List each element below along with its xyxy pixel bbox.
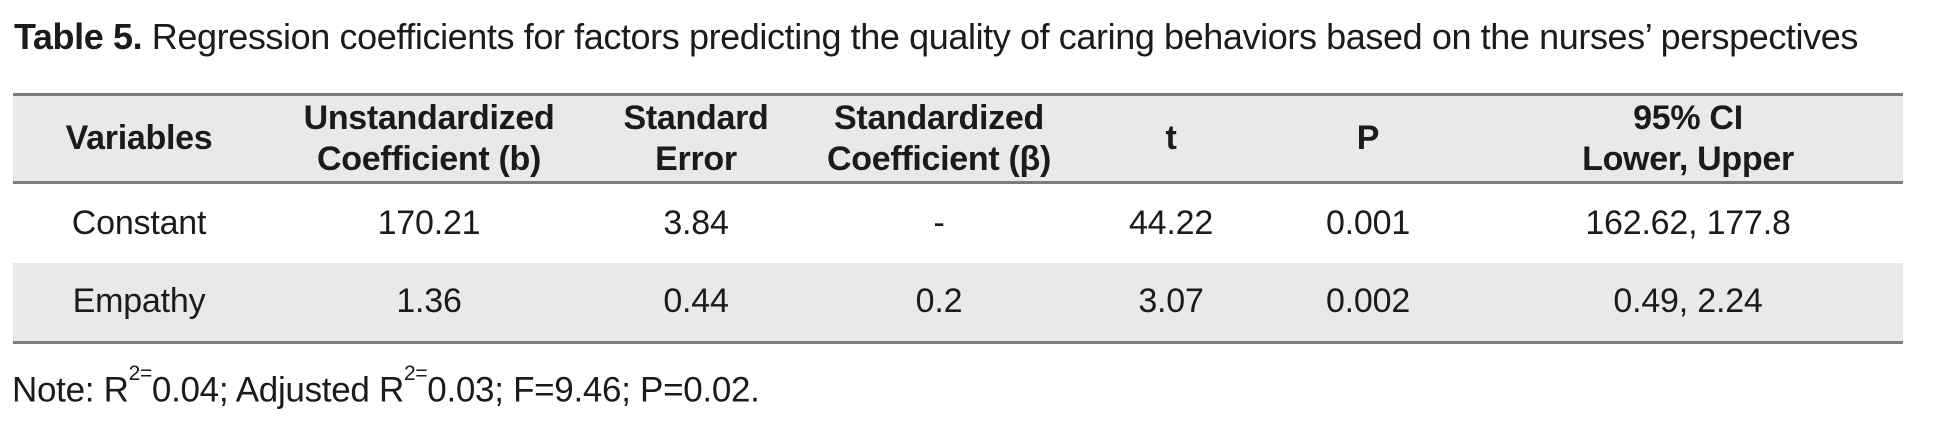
note-text: 0.03; F=9.46; P=0.02. <box>427 370 760 410</box>
cell-t-value: 44.22 <box>1079 182 1263 263</box>
header-line: Standardized <box>834 98 1044 137</box>
header-line: Error <box>655 139 737 178</box>
column-header-standard-error: Standard Error <box>593 94 799 184</box>
cell-variable: Constant <box>13 182 265 263</box>
column-header-t: t <box>1079 94 1263 184</box>
header-line: 95% CI <box>1633 98 1743 137</box>
column-header-ci: 95% CI Lower, Upper <box>1473 94 1903 184</box>
header-line: P <box>1356 119 1380 157</box>
header-line: Lower, Upper <box>1582 139 1794 178</box>
table-row-empathy: Empathy 1.36 0.44 0.2 3.07 0.002 0.49, 2… <box>13 262 1903 344</box>
header-line: Coefficient (b) <box>316 139 542 178</box>
header-line: t <box>1165 119 1177 157</box>
page: Table 5. Regression coefficients for fac… <box>0 14 1960 413</box>
cell-unstandardized-coefficient: 1.36 <box>265 262 593 344</box>
cell-p-value: 0.001 <box>1263 182 1473 263</box>
header-line: Coefficient (β) <box>826 139 1052 178</box>
table-caption-label: Table 5. <box>14 16 152 57</box>
note-superscript: 2= <box>403 361 428 385</box>
table-caption-text: Regression coefficients for factors pred… <box>151 16 1859 57</box>
cell-unstandardized-coefficient: 170.21 <box>265 182 593 263</box>
header-line: Variables <box>65 119 213 157</box>
cell-standard-error: 3.84 <box>593 182 799 263</box>
column-header-variables: Variables <box>13 94 265 184</box>
header-line: Standard <box>623 98 769 137</box>
column-header-standardized-coefficient: Standardized Coefficient (β) <box>799 94 1079 184</box>
cell-variable: Empathy <box>13 262 265 344</box>
table-note: Note: R2=0.04; Adjusted R2=0.03; F=9.46;… <box>12 361 1960 413</box>
cell-standardized-coefficient: - <box>799 182 1079 263</box>
column-header-p: P <box>1263 94 1473 184</box>
table-caption: Table 5. Regression coefficients for fac… <box>14 14 1960 60</box>
regression-table: Variables Unstandardized Coefficient (b)… <box>13 93 1903 344</box>
header-line: Unstandardized <box>303 98 555 137</box>
cell-standard-error: 0.44 <box>593 262 799 344</box>
table-row-constant: Constant 170.21 3.84 - 44.22 0.001 162.6… <box>13 182 1903 263</box>
column-header-unstandardized-coefficient: Unstandardized Coefficient (b) <box>265 94 593 184</box>
note-superscript: 2= <box>128 361 153 385</box>
cell-p-value: 0.002 <box>1263 262 1473 344</box>
note-text: 0.04; Adjusted R <box>151 370 404 410</box>
note-text: Note: R <box>12 370 129 410</box>
cell-t-value: 3.07 <box>1079 262 1263 344</box>
cell-ci: 162.62, 177.8 <box>1473 182 1903 263</box>
cell-standardized-coefficient: 0.2 <box>799 262 1079 344</box>
cell-ci: 0.49, 2.24 <box>1473 262 1903 344</box>
header-row: Variables Unstandardized Coefficient (b)… <box>13 94 1903 184</box>
